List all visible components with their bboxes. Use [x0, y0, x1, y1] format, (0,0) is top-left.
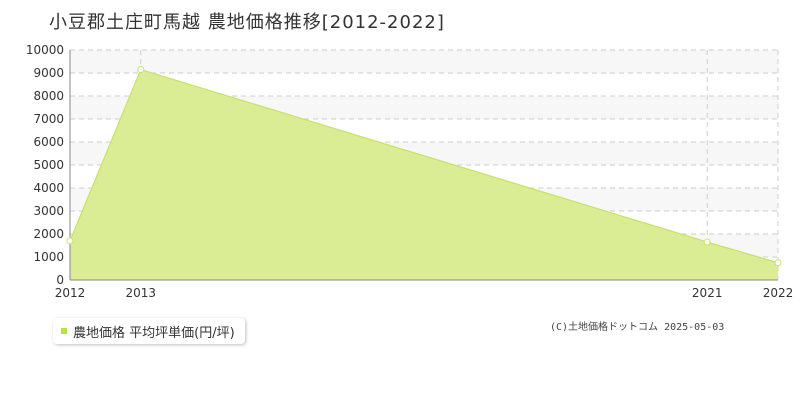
- y-tick-label: 5000: [33, 158, 64, 172]
- series-area: [69, 68, 779, 280]
- data-point: [137, 66, 145, 74]
- y-tick-label: 10000: [26, 43, 64, 57]
- area-fill: [70, 69, 778, 280]
- y-tick-label: 4000: [33, 181, 64, 195]
- legend: 農地価格 平均坪単価(円/坪): [53, 318, 245, 344]
- series-line: [69, 68, 779, 264]
- x-tick-labels: 2012 2013 2021 2022: [55, 286, 794, 300]
- y-tick-label: 0: [56, 273, 64, 287]
- x-tick-label: 2021: [692, 286, 723, 300]
- x-tick-label: 2013: [126, 286, 157, 300]
- legend-marker: [61, 328, 67, 334]
- y-tick-label: 3000: [33, 204, 64, 218]
- y-tick-label: 1000: [33, 250, 64, 264]
- y-tick-label: 6000: [33, 135, 64, 149]
- data-point: [774, 259, 782, 267]
- y-tick-label: 7000: [33, 112, 64, 126]
- x-tick-label: 2012: [55, 286, 86, 300]
- legend-label: 農地価格 平均坪単価(円/坪): [73, 325, 235, 341]
- y-tick-label: 9000: [33, 66, 64, 80]
- data-points: [66, 66, 782, 267]
- y-tick-label: 8000: [33, 89, 64, 103]
- chart-title: 小豆郡土庄町馬越 農地価格推移[2012-2022]: [49, 12, 445, 33]
- y-tick-labels: 0 1000 2000 3000 4000 5000 6000 7000 8000 9000 100…: [26, 43, 64, 287]
- plot-band: [70, 73, 778, 96]
- x-tick-label: 2022: [763, 286, 794, 300]
- plot-band: [70, 50, 778, 73]
- y-tick-label: 2000: [33, 227, 64, 241]
- copyright: (C)土地価格ドットコム 2025-05-03: [550, 322, 725, 333]
- data-point: [703, 238, 711, 246]
- data-point: [66, 237, 74, 245]
